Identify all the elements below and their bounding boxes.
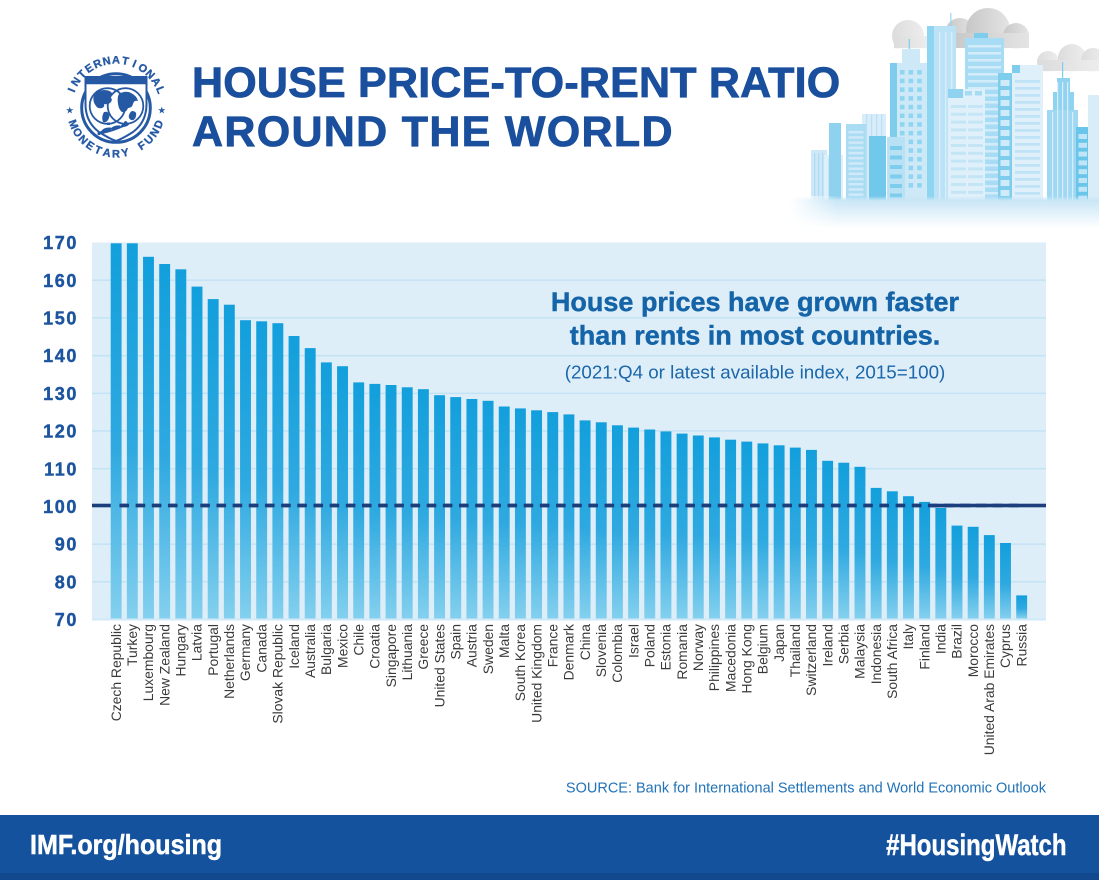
svg-text:Poland: Poland — [641, 624, 657, 667]
svg-text:Indonesia: Indonesia — [868, 624, 884, 685]
svg-text:Macedonia: Macedonia — [722, 624, 738, 692]
svg-text:Lithuania: Lithuania — [399, 624, 415, 681]
svg-text:South Korea: South Korea — [512, 624, 528, 702]
svg-text:South Africa: South Africa — [884, 624, 900, 699]
svg-text:170: 170 — [43, 233, 78, 253]
svg-text:R: R — [112, 148, 120, 160]
svg-text:Latvia: Latvia — [189, 624, 205, 661]
svg-text:Israel: Israel — [625, 624, 641, 658]
svg-text:United Kingdom: United Kingdom — [528, 624, 544, 723]
svg-text:100: 100 — [43, 497, 78, 517]
svg-text:T: T — [92, 144, 103, 158]
svg-text:Denmark: Denmark — [561, 624, 577, 680]
svg-text:Russia: Russia — [1013, 624, 1029, 667]
svg-text:80: 80 — [55, 572, 78, 592]
svg-text:Estonia: Estonia — [658, 624, 674, 671]
svg-text:France: France — [544, 624, 560, 668]
svg-text:I: I — [131, 58, 138, 70]
svg-text:New Zealand: New Zealand — [156, 624, 172, 706]
svg-text:Iceland: Iceland — [286, 624, 302, 669]
svg-text:A: A — [112, 56, 120, 67]
svg-text:Belgium: Belgium — [755, 624, 771, 674]
svg-text:Turkey: Turkey — [124, 624, 140, 666]
svg-text:Czech Republic: Czech Republic — [108, 624, 124, 721]
svg-text:Australia: Australia — [302, 624, 318, 678]
svg-text:130: 130 — [43, 384, 78, 404]
svg-text:SOURCE: Bank for International: SOURCE: Bank for International Settlemen… — [566, 781, 1047, 797]
svg-text:M: M — [66, 118, 80, 131]
svg-text:70: 70 — [55, 610, 78, 630]
svg-text:Japan: Japan — [771, 624, 787, 662]
svg-text:Y: Y — [120, 147, 130, 160]
svg-text:Hungary: Hungary — [173, 624, 189, 677]
svg-text:Mexico: Mexico — [334, 624, 350, 668]
svg-text:(2021:Q4 or latest available i: (2021:Q4 or latest available index, 2015… — [565, 362, 946, 383]
svg-text:Portugal: Portugal — [205, 624, 221, 676]
svg-text:Slovak Republic: Slovak Republic — [270, 624, 286, 724]
svg-text:Ireland: Ireland — [819, 624, 835, 666]
svg-text:Malaysia: Malaysia — [852, 624, 868, 679]
svg-text:N: N — [102, 56, 112, 68]
svg-text:Bulgaria: Bulgaria — [318, 624, 334, 675]
svg-text:Canada: Canada — [253, 624, 269, 673]
svg-text:Netherlands: Netherlands — [221, 624, 237, 699]
svg-text:Philippines: Philippines — [706, 624, 722, 691]
svg-text:Cyprus: Cyprus — [997, 624, 1013, 668]
svg-text:A: A — [102, 147, 112, 160]
svg-text:than rents in most countries.: than rents in most countries. — [570, 321, 941, 351]
svg-text:House prices have grown faster: House prices have grown faster — [551, 287, 960, 317]
svg-text:Sweden: Sweden — [480, 624, 496, 674]
svg-text:Finland: Finland — [916, 624, 932, 670]
svg-text:Malta: Malta — [496, 624, 512, 658]
svg-text:T: T — [121, 56, 130, 68]
svg-text:Spain: Spain — [447, 624, 463, 660]
svg-text:Switzerland: Switzerland — [803, 624, 819, 696]
svg-text:Thailand: Thailand — [787, 624, 803, 677]
svg-text:Serbia: Serbia — [836, 624, 852, 664]
svg-text:140: 140 — [43, 346, 78, 366]
svg-text:Greece: Greece — [415, 624, 431, 670]
svg-text:Norway: Norway — [690, 624, 706, 671]
svg-text:India: India — [933, 624, 949, 654]
svg-text:Croatia: Croatia — [367, 624, 383, 669]
svg-text:United States: United States — [431, 624, 447, 707]
svg-text:Chile: Chile — [350, 624, 366, 656]
svg-text:United Arab Emirates: United Arab Emirates — [981, 624, 997, 755]
svg-text:★: ★ — [158, 106, 167, 117]
svg-text:★: ★ — [66, 106, 75, 117]
svg-text:Brazil: Brazil — [949, 624, 965, 659]
svg-text:I: I — [66, 87, 78, 94]
svg-text:120: 120 — [43, 422, 78, 442]
svg-text:Romania: Romania — [674, 624, 690, 680]
svg-text:Luxembourg: Luxembourg — [140, 624, 156, 701]
svg-text:Germany: Germany — [237, 624, 253, 681]
svg-text:Italy: Italy — [900, 624, 916, 650]
svg-text:Singapore: Singapore — [383, 624, 399, 688]
svg-text:160: 160 — [43, 271, 78, 291]
svg-text:Hong Kong: Hong Kong — [739, 624, 755, 694]
svg-text:Morocco: Morocco — [965, 624, 981, 678]
svg-text:L: L — [153, 85, 167, 96]
svg-text:China: China — [577, 624, 593, 661]
svg-text:Slovenia: Slovenia — [593, 624, 609, 678]
svg-text:Austria: Austria — [464, 624, 480, 668]
svg-text:Colombia: Colombia — [609, 624, 625, 683]
svg-text:90: 90 — [55, 535, 78, 555]
svg-text:150: 150 — [43, 309, 78, 329]
svg-text:110: 110 — [44, 459, 78, 479]
